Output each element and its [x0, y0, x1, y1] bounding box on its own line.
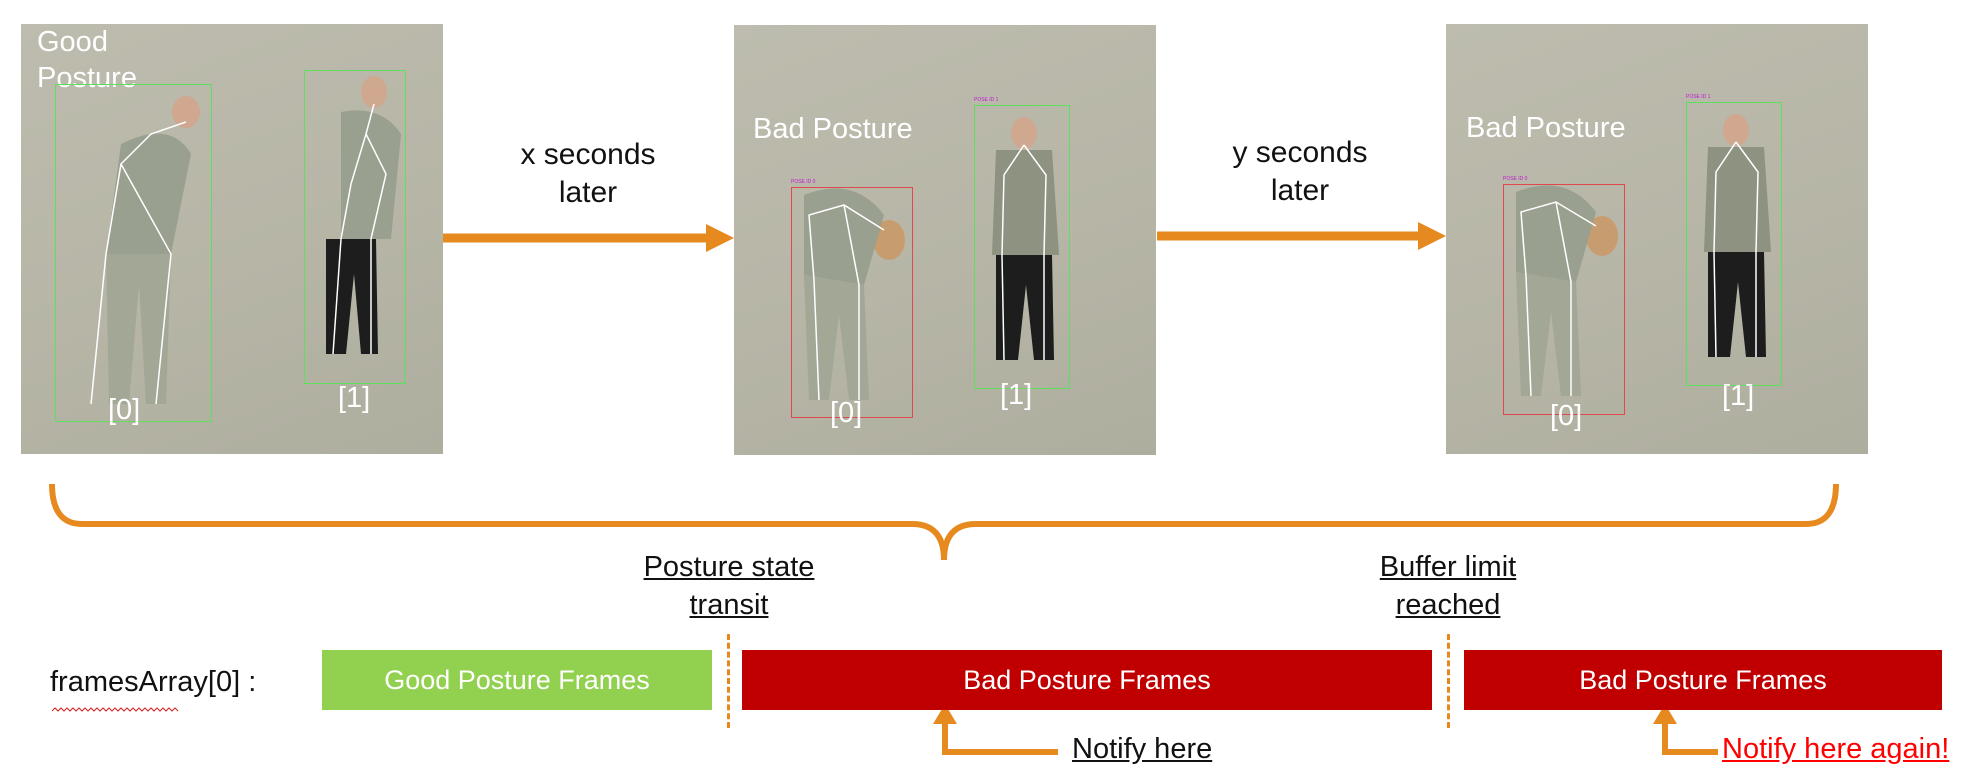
bounding-box-person-0: [791, 187, 913, 418]
person-index-1: [1]: [1000, 379, 1032, 412]
buffer-divider: [1447, 634, 1450, 728]
person-index-1: [1]: [338, 382, 370, 415]
frame-panel-bad-posture-1: Bad Posture POSE ID 0 POSE ID 1 [0] [1]: [734, 25, 1156, 455]
bounding-box-person-0: [1503, 184, 1625, 415]
marker-posture-state-transit: Posture state transit: [624, 548, 834, 624]
detection-tag: POSE ID 1: [1686, 94, 1710, 100]
marker-line: reached: [1348, 586, 1548, 624]
person-index-0: [0]: [1550, 400, 1582, 433]
person-index-0: [0]: [830, 397, 862, 430]
marker-line: Posture state: [624, 548, 834, 586]
transition-line: later: [500, 174, 676, 212]
notify-here-again-label: Notify here again!: [1722, 733, 1949, 766]
arrow-x-seconds: [443, 224, 734, 252]
bounding-box-person-1: [1686, 102, 1782, 386]
transition-caption-x: x seconds later: [500, 136, 676, 212]
frame-panel-good-posture: Good Posture [0] [1]: [21, 24, 443, 454]
timeline-brace: [52, 484, 1836, 560]
detection-tag: POSE ID 1: [974, 97, 998, 103]
notify-here-label: Notify here: [1072, 733, 1212, 766]
frame-panel-bad-posture-2: Bad Posture POSE ID 0 POSE ID 1 [0] [1]: [1446, 24, 1868, 454]
marker-buffer-limit-reached: Buffer limit reached: [1348, 548, 1548, 624]
person-index-1: [1]: [1722, 380, 1754, 413]
marker-line: Buffer limit: [1348, 548, 1548, 586]
frames-bar-bad-1: Bad Posture Frames: [742, 650, 1432, 710]
transit-divider: [727, 634, 730, 728]
bounding-box-person-0: [55, 84, 212, 422]
detection-tag: POSE ID 0: [1503, 176, 1527, 182]
marker-line: transit: [624, 586, 834, 624]
transition-line: later: [1212, 172, 1388, 210]
transition-line: x seconds: [500, 136, 676, 174]
arrow-y-seconds: [1157, 222, 1446, 250]
detection-tag: POSE ID 0: [791, 179, 815, 185]
notify-arrow-second: [1653, 704, 1718, 752]
frames-bar-bad-2: Bad Posture Frames: [1464, 650, 1942, 710]
transition-line: y seconds: [1212, 134, 1388, 172]
bounding-box-person-1: [304, 70, 406, 384]
transition-caption-y: y seconds later: [1212, 134, 1388, 210]
person-index-0: [0]: [108, 394, 140, 427]
bounding-box-person-1: [974, 105, 1070, 389]
frames-array-label: framesArray[0] :: [50, 664, 256, 700]
notify-arrow-first: [933, 704, 1058, 752]
frames-bar-good: Good Posture Frames: [322, 650, 712, 710]
